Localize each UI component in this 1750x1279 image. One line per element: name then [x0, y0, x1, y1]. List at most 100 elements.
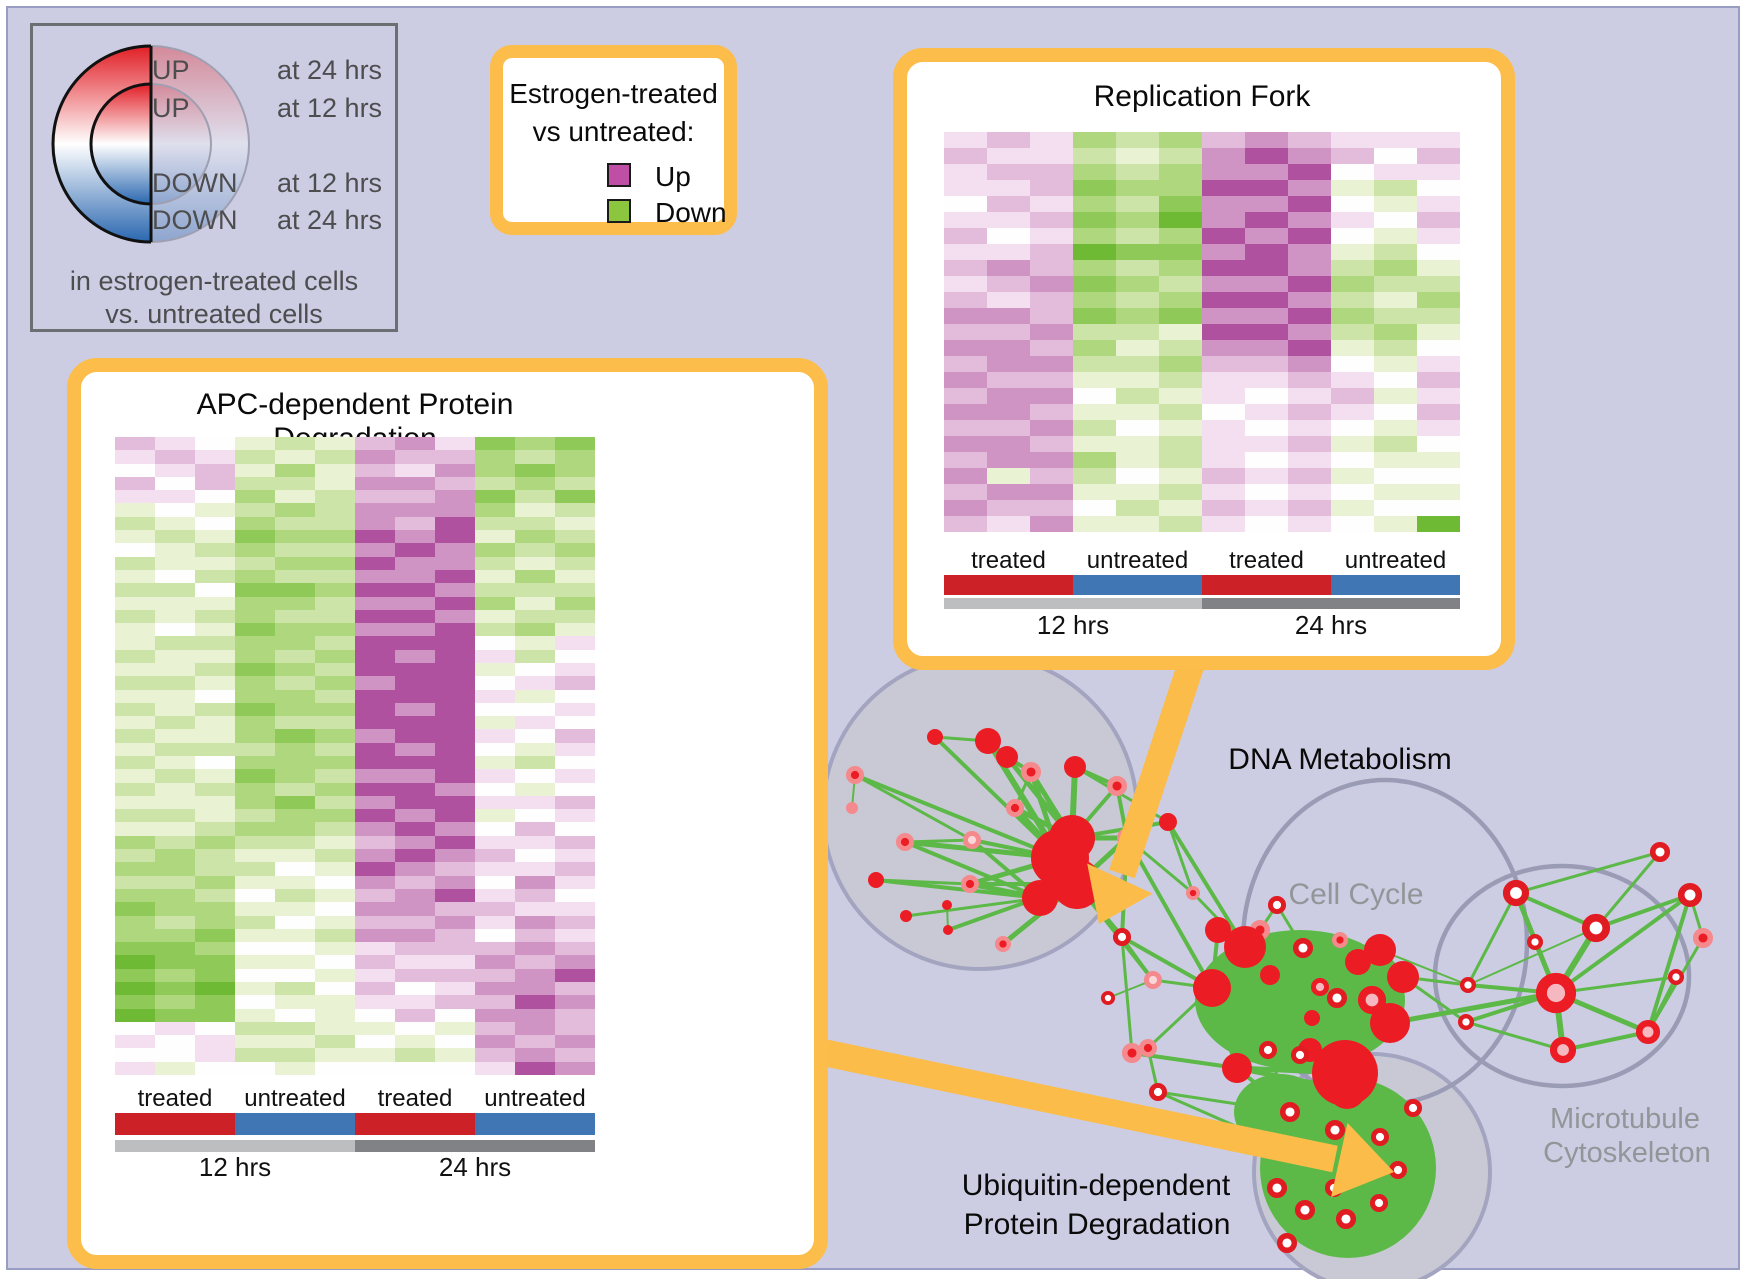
- heatmap-cell: [1030, 340, 1073, 356]
- heatmap-cell: [555, 1061, 595, 1075]
- network-node: [1022, 880, 1058, 916]
- heatmap-cell: [1288, 276, 1331, 292]
- network-node: [1292, 937, 1314, 959]
- heatmap-cell: [475, 556, 515, 570]
- heatmap-cell: [155, 795, 195, 810]
- heatmap-cell: [1374, 404, 1417, 420]
- network-node: [1193, 969, 1231, 1007]
- heatmap-cell: [1116, 484, 1159, 500]
- time-label: 24 hrs: [1294, 610, 1368, 640]
- heatmap-cell: [275, 1021, 315, 1036]
- network-edge: [1387, 990, 1559, 1026]
- heatmap-cell: [555, 503, 595, 517]
- heatmap-cell: [555, 809, 595, 823]
- heatmap-cell: [315, 716, 355, 730]
- heatmap-cell: [195, 862, 235, 876]
- heatmap-cell: [115, 596, 155, 610]
- heatmap-cell: [475, 450, 515, 464]
- heatmap-cell: [155, 968, 195, 982]
- legend-time-12: at 12 hrs: [277, 93, 383, 123]
- heatmap-cell: [355, 636, 395, 650]
- heatmap-cell: [435, 1061, 475, 1075]
- heatmap-cell: [1288, 404, 1331, 420]
- heatmap-cell: [1116, 468, 1159, 484]
- heatmap-cell: [195, 782, 235, 796]
- heatmap-cell: [1202, 484, 1245, 500]
- heatmap-cell: [1331, 196, 1374, 212]
- heatmap-cell: [1030, 356, 1073, 372]
- heatmap-cell: [195, 1021, 235, 1036]
- heatmap-cell: [555, 822, 595, 836]
- heatmap-cell: [1245, 340, 1288, 356]
- heatmap-cell: [1030, 180, 1073, 196]
- heatmap-cell: [475, 1008, 515, 1022]
- heatmap-cell: [1030, 212, 1073, 228]
- legend-time-24b: at 24 hrs: [277, 205, 383, 235]
- ubiquitin-label-line1: Ubiquitin-dependent: [962, 1169, 1231, 1202]
- heatmap-cell: [435, 1035, 475, 1049]
- network-edge: [1166, 820, 1195, 895]
- heatmap-cell: [1202, 308, 1245, 324]
- heatmap-cell: [1030, 500, 1073, 516]
- heatmap-cell: [1245, 308, 1288, 324]
- heatmap-cell: [275, 729, 315, 743]
- heatmap-cell: [515, 450, 555, 464]
- heatmap-cell: [435, 902, 475, 916]
- heatmap-cell: [315, 942, 355, 956]
- heatmap-cell: [1159, 404, 1202, 420]
- network-node: [975, 728, 1001, 754]
- heatmap-cell: [315, 756, 355, 770]
- heatmap-cell: [1202, 372, 1245, 388]
- heatmap-cell: [475, 689, 515, 703]
- heatmap-cell: [115, 662, 155, 677]
- heatmap-cell: [355, 942, 395, 956]
- time-label: 12 hrs: [1036, 610, 1110, 640]
- time-12h-bar: [944, 598, 1202, 609]
- heatmap-cell: [944, 164, 987, 180]
- heatmap-cell: [1374, 196, 1417, 212]
- heatmap-cell: [1116, 164, 1159, 180]
- heatmap-cell: [555, 942, 595, 956]
- heatmap-cell: [1030, 260, 1073, 276]
- heatmap-cell: [1245, 516, 1288, 532]
- heatmap-cell: [1159, 276, 1202, 292]
- heatmap-cell: [275, 928, 315, 943]
- heatmap-cell: [115, 609, 155, 624]
- heatmap-cell: [475, 942, 515, 956]
- heatmap-cell: [475, 782, 515, 796]
- heatmap-cell: [315, 862, 355, 876]
- heatmap-cell: [355, 795, 395, 810]
- heatmap-cell: [1030, 372, 1073, 388]
- heatmap-cell: [1245, 132, 1288, 148]
- heatmap-cell: [1159, 308, 1202, 324]
- heatmap-cell: [1159, 420, 1202, 436]
- heatmap-cell: [1417, 372, 1460, 388]
- heatmap-cell: [355, 609, 395, 624]
- heatmap-cell: [1331, 500, 1374, 516]
- heatmap-cell: [275, 756, 315, 770]
- heatmap-cell: [944, 516, 987, 532]
- heatmap-cell: [235, 888, 275, 903]
- heatmap-cell: [355, 437, 395, 451]
- heatmap-cell: [1073, 500, 1116, 516]
- network-node: [1387, 961, 1419, 993]
- heatmap-cell: [1073, 404, 1116, 420]
- network-node: [1143, 970, 1163, 990]
- heatmap-cell: [275, 583, 315, 597]
- heatmap-cell: [395, 450, 435, 464]
- heatmap-cell: [275, 809, 315, 823]
- heatmap-cell: [355, 1021, 395, 1036]
- condition-group-label: untreated: [244, 1085, 346, 1112]
- replication-fork-panel: Replication Fork treated untreated treated…: [893, 48, 1515, 670]
- heatmap-cell: [1073, 484, 1116, 500]
- heatmap-cell: [235, 437, 275, 451]
- heatmap-cell: [115, 902, 155, 916]
- heatmap-cell: [315, 1021, 355, 1036]
- heatmap-cell: [515, 928, 555, 943]
- heatmap-cell: [1417, 228, 1460, 244]
- heatmap-cell: [395, 769, 435, 783]
- heatmap-cell: [355, 822, 395, 836]
- heatmap-cell: [115, 702, 155, 717]
- heatmap-cell: [515, 556, 555, 570]
- heatmap-cell: [1202, 356, 1245, 372]
